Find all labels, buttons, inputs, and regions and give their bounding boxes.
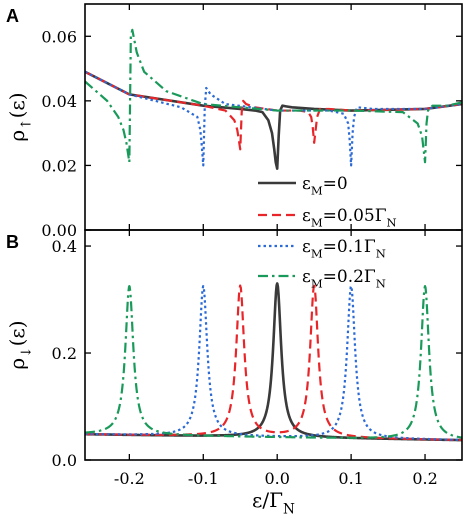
- series-line-a-3: [85, 28, 462, 164]
- series-line-b-3: [85, 285, 462, 439]
- y-tick-label-b: 0.2: [52, 344, 77, 363]
- legend: εM=0 εM=0.05ΓN εM=0.1ΓN εM=0.2ΓN: [258, 174, 397, 290]
- y-axis-label-a: ρ↑(ε): [5, 92, 34, 141]
- legend-label-3: εM=0.2ΓN: [302, 267, 386, 290]
- plot-frame-b: [84, 229, 463, 461]
- series-group-a: [85, 28, 462, 170]
- legend-label-0: εM=0: [302, 174, 348, 197]
- y-tick-label-a: 0.04: [41, 92, 77, 111]
- x-tick-label: -0.1: [188, 469, 219, 488]
- y-tick-label-b: 0.0: [52, 451, 77, 470]
- x-tick-label: 0.0: [264, 469, 289, 488]
- panel-label-a: A: [6, 6, 19, 26]
- x-tick-label: 0.1: [338, 469, 363, 488]
- y-tick-label-a: 0.06: [41, 27, 77, 46]
- series-line-b-0: [85, 282, 462, 442]
- series-group-b: [85, 282, 462, 442]
- y-tick-label-b: 0.4: [52, 237, 77, 256]
- series-line-a-0: [85, 70, 462, 170]
- y-tick-label-a: 0.02: [41, 156, 77, 175]
- panel-b: 0.0 0.2 0.4 -0.2 -0.1 0.0 0.1 0.2 Bρ↓(ε) ε/ΓN: [5, 229, 463, 517]
- legend-label-2: εM=0.1ΓN: [302, 237, 386, 260]
- y-tick-label-a: 0.00: [41, 221, 77, 240]
- plot-frame-a: [84, 3, 463, 231]
- series-line-b-1: [85, 284, 462, 442]
- y-axis-label-b: ρ↓(ε): [5, 320, 34, 369]
- x-axis-label: ε/ΓN: [252, 488, 295, 517]
- x-tick-label: 0.2: [412, 469, 437, 488]
- panel-a: 0.00 0.02 0.04 0.06 Aρ↑(ε): [5, 3, 463, 240]
- legend-label-1: εM=0.05ΓN: [302, 206, 397, 229]
- x-tick-label: -0.2: [114, 469, 145, 488]
- panel-label-b: B: [6, 232, 19, 252]
